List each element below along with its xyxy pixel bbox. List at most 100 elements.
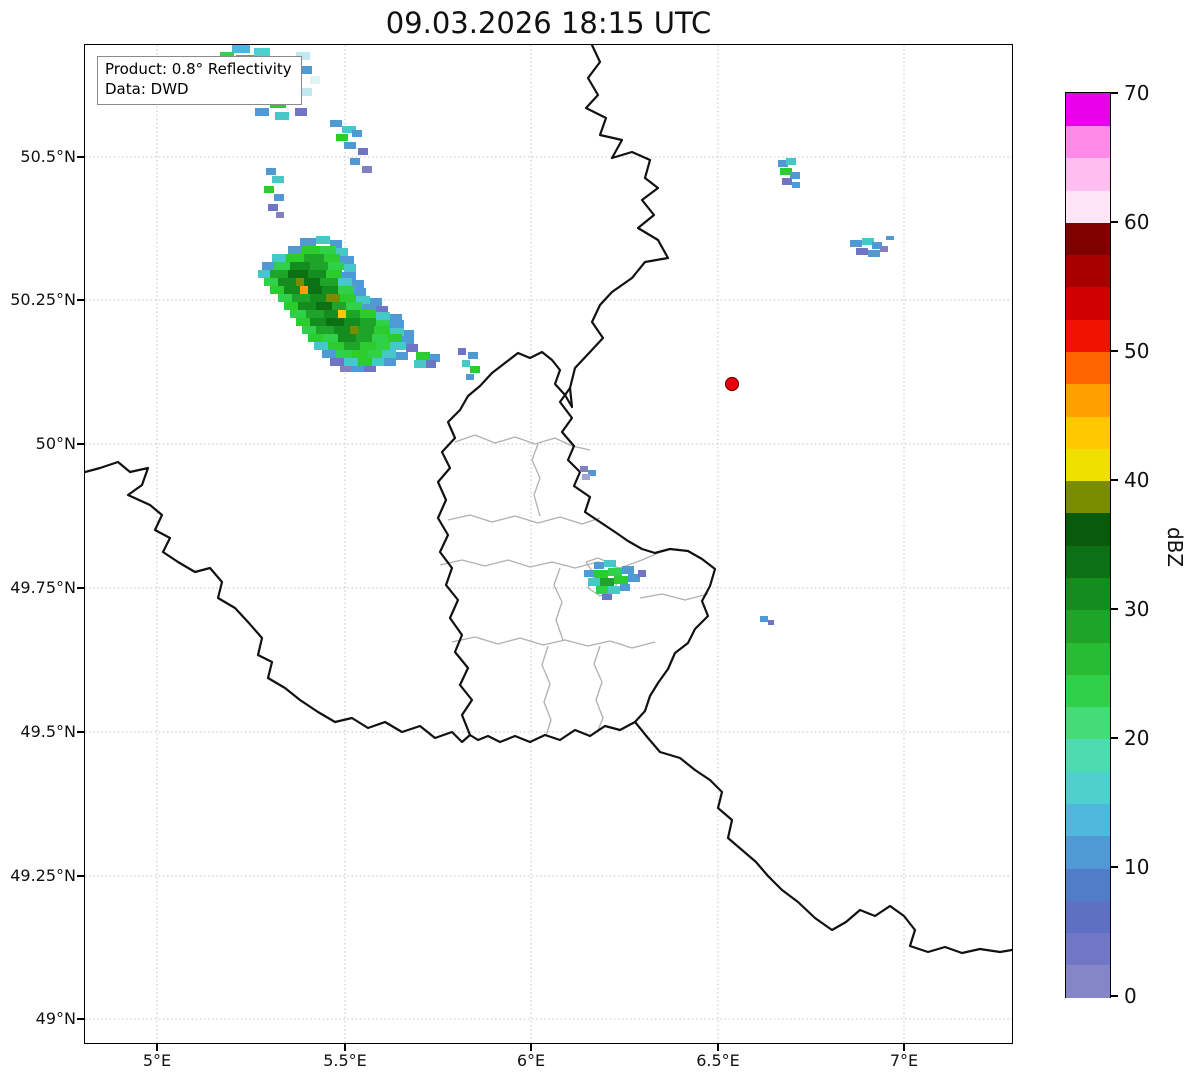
radar-echo-cell bbox=[382, 350, 396, 358]
district-border bbox=[451, 636, 656, 649]
colorbar-band bbox=[1066, 383, 1110, 417]
radar-echo-cell bbox=[306, 310, 324, 318]
y-axis-tick-label: 50.25°N bbox=[10, 290, 76, 309]
radar-echo-cell bbox=[342, 272, 356, 280]
colorbar-tick bbox=[1111, 995, 1118, 997]
radar-echo-cell bbox=[376, 320, 390, 328]
radar-echo-cell bbox=[322, 334, 338, 342]
radar-echo-cell bbox=[352, 130, 362, 137]
radar-echo-cell bbox=[324, 310, 338, 318]
radar-echo-cell bbox=[320, 278, 338, 286]
colorbar-band bbox=[1066, 867, 1110, 901]
country-border bbox=[436, 350, 637, 744]
radar-echo-cell bbox=[462, 360, 470, 367]
radar-echo-cell bbox=[622, 566, 634, 574]
radar-echo-cell bbox=[356, 296, 370, 304]
radar-echo-cell bbox=[350, 158, 360, 165]
radar-echo-cell bbox=[370, 298, 382, 306]
colorbar-tick bbox=[1111, 737, 1118, 739]
radar-echo-cell bbox=[340, 256, 354, 264]
radar-echo-cell bbox=[300, 238, 316, 246]
radar-echo-cell bbox=[406, 344, 418, 352]
radar-echo-cell bbox=[288, 270, 308, 278]
radar-echo-cell bbox=[384, 358, 396, 366]
radar-echo-cell bbox=[308, 286, 322, 294]
colorbar-tick-label: 70 bbox=[1124, 81, 1150, 105]
y-axis-tick-label: 49°N bbox=[35, 1009, 76, 1028]
radar-echo-cell bbox=[310, 318, 326, 326]
radar-echo-cell bbox=[360, 310, 376, 318]
radar-echo-cell bbox=[880, 246, 888, 252]
radar-echo-cell bbox=[254, 48, 270, 56]
y-axis-tick bbox=[77, 156, 84, 158]
district-border bbox=[553, 567, 564, 641]
colorbar-tick-label: 50 bbox=[1124, 339, 1150, 363]
radar-echo-cell bbox=[620, 584, 630, 591]
colorbar-tick-label: 40 bbox=[1124, 468, 1150, 492]
radar-echo-cell bbox=[296, 278, 304, 286]
radar-echo-cell bbox=[352, 280, 364, 288]
colorbar-band bbox=[1066, 286, 1110, 320]
y-axis-tick bbox=[77, 1018, 84, 1020]
radar-echo-cell bbox=[316, 326, 334, 334]
radar-echo-cell bbox=[320, 246, 336, 254]
radar-echo-cell bbox=[354, 288, 366, 296]
radar-echo-cell bbox=[296, 318, 310, 326]
radar-echo-cell bbox=[402, 336, 414, 344]
radar-echo-cell bbox=[782, 178, 792, 185]
radar-echo-cell bbox=[594, 562, 604, 569]
colorbar-band bbox=[1066, 93, 1110, 126]
radar-echo-cell bbox=[344, 342, 360, 350]
radar-echo-cell bbox=[340, 294, 356, 302]
radar-echo-cell bbox=[275, 112, 289, 120]
x-axis-tick bbox=[344, 1044, 346, 1051]
info-box-product: Product: 0.8° Reflectivity bbox=[105, 60, 292, 78]
x-axis-tick-label: 6.5°E bbox=[696, 1051, 740, 1070]
radar-echo-cell bbox=[604, 560, 616, 567]
radar-echo-cell bbox=[468, 352, 478, 359]
radar-echo-cell bbox=[232, 45, 250, 53]
colorbar-tick bbox=[1111, 92, 1118, 94]
radar-echo-cell bbox=[344, 264, 356, 272]
radar-echo-cell bbox=[364, 366, 376, 372]
radar-echo-cell bbox=[780, 168, 792, 175]
radar-echo-cell bbox=[414, 360, 426, 368]
radar-station-marker bbox=[724, 376, 740, 392]
radar-echo-cell bbox=[760, 616, 768, 622]
district-border bbox=[454, 434, 591, 451]
radar-echo-cell bbox=[404, 330, 414, 338]
x-axis-tick-label: 5.5°E bbox=[323, 1051, 367, 1070]
radar-echo-cell bbox=[346, 310, 360, 318]
colorbar-band bbox=[1066, 964, 1110, 998]
colorbar-band bbox=[1066, 415, 1110, 449]
radar-echo-cell bbox=[594, 570, 608, 578]
radar-echo-cell bbox=[284, 286, 300, 294]
radar-echo-cell bbox=[304, 278, 320, 286]
radar-echo-cell bbox=[580, 466, 588, 472]
radar-echo-cell bbox=[308, 270, 326, 278]
radar-echo-cell bbox=[308, 334, 322, 342]
radar-echo-cell bbox=[376, 312, 390, 320]
radar-echo-cell bbox=[390, 320, 404, 328]
radar-echo-cell bbox=[274, 194, 284, 201]
radar-echo-cell bbox=[322, 350, 336, 358]
radar-echo-cell bbox=[336, 350, 352, 358]
colorbar-band bbox=[1066, 157, 1110, 191]
radar-echo-cell bbox=[270, 286, 284, 294]
district-border bbox=[447, 514, 601, 525]
radar-echo-cell bbox=[596, 586, 608, 594]
radar-echo-cell bbox=[340, 366, 352, 372]
radar-echo-cell bbox=[330, 358, 344, 366]
radar-echo-cell bbox=[582, 474, 590, 480]
radar-echo-cell bbox=[336, 248, 348, 256]
radar-echo-cell bbox=[304, 254, 324, 262]
radar-echo-cell bbox=[326, 270, 342, 278]
radar-echo-cell bbox=[374, 326, 390, 334]
radar-echo-cell bbox=[360, 342, 376, 350]
colorbar-band bbox=[1066, 706, 1110, 740]
colorbar-band bbox=[1066, 254, 1110, 288]
radar-echo-cell bbox=[358, 148, 368, 155]
radar-echo-cell bbox=[278, 294, 292, 302]
radar-echo-cell bbox=[295, 108, 307, 116]
radar-echo-cell bbox=[296, 52, 310, 60]
